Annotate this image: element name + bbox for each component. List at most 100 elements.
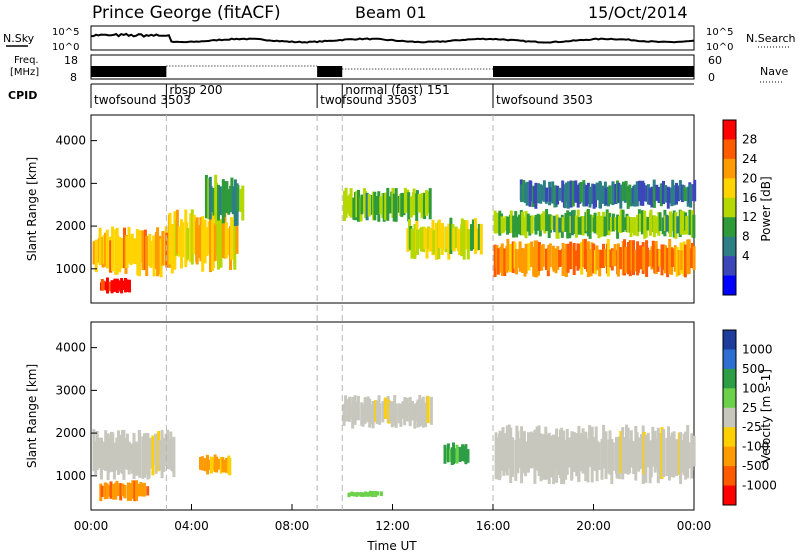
power-data-cell-5-20 [441,223,444,250]
power-data-cell-7-1 [496,212,500,234]
velocity-data-cell-5-45 [575,433,579,477]
power-data-cell-8-80 [662,180,665,205]
power-data-cell-8-34 [579,182,583,203]
power-data-cell-7-38 [561,217,565,232]
power-data-cell-6-102 [677,250,681,276]
power-data-cell-8-39 [588,186,592,208]
velocity-data-cell-5-98 [670,432,674,478]
velocity-data-cell-1-25 [142,482,146,497]
power-data-cell-2-12 [189,213,193,263]
velocity-data-cell-5-27 [541,434,545,480]
velocity-panel: 1000 2000 3000 4000 [55,321,696,511]
velocity-data-cell-5-88 [651,426,655,467]
power-data-cell-2-1 [168,212,172,265]
power-data-cell-2-8 [181,222,185,258]
power-cbar-swatch-3 [723,178,736,199]
power-data-cell-7-40 [566,210,570,239]
power-data-cell-6-57 [595,245,599,271]
nsky-label: N.Sky [3,32,35,45]
power-cbar-swatch-1 [723,139,736,160]
power-data-cell-8-31 [574,180,578,203]
power-data-cell-8-10 [537,183,540,204]
power-panel: 1000 2000 3000 4000 [55,114,697,304]
power-data-cell-8-1 [520,184,524,203]
power-data-cell-2-28 [217,209,220,270]
velocity-data-cell-5-43 [570,431,574,480]
velocity-data-cell-3-47 [426,396,430,424]
power-data-cell-8-69 [642,182,646,202]
velocity-data-cell-5-6 [503,433,507,472]
power-data-cell-4-37 [409,196,413,218]
nsearch-tick-low: 10^0 [706,42,733,53]
power-data-cell-6-2 [496,248,500,275]
power-data-cell-6-101 [675,247,679,277]
velocity-data-cell-5-52 [586,438,590,483]
velocity-colorbar-label: Velocity [m s-1] [759,369,773,463]
power-data-cell-3-20 [241,185,245,221]
velocity-data-cell-6-10 [366,492,370,497]
power-yticks-label-2: 3000 [55,176,86,190]
velocity-cbar-swatch-5 [723,427,736,448]
velocity-data-cell-3-16 [371,400,375,429]
power-data-cell-7-17 [524,210,528,239]
power-data-cell-8-36 [582,183,586,207]
power-data-cell-0-16 [120,238,124,269]
power-data-cell-2-19 [201,216,205,272]
power-data-cell-4-25 [388,196,392,214]
power-data-cell-7-45 [574,215,578,238]
power-data-cell-7-18 [526,213,530,232]
power-data-cell-8-55 [617,182,621,203]
power-data-cell-8-15 [545,187,549,202]
power-data-cell-6-44 [572,243,576,275]
power-data-cell-7-79 [636,214,640,237]
velocity-data-cell-0-24 [135,441,139,476]
velocity-data-cell-5-75 [628,438,632,474]
power-data-cell-7-53 [588,214,592,239]
power-data-cell-6-92 [658,249,662,267]
velocity-data-cell-4-6 [453,448,457,463]
power-data-cell-4-46 [425,190,428,216]
power-data-cell-7-9 [509,210,513,233]
power-data-cell-8-61 [628,184,632,207]
power-data-cell-8-81 [664,185,668,203]
velocity-data-cell-3-32 [401,401,405,419]
power-data-cell-6-54 [590,242,594,272]
power-data-cell-4-18 [375,196,379,215]
velocity-data-cell-0-3 [98,437,101,469]
power-data-cell-7-28 [543,216,547,234]
power-data-cell-1-16 [128,279,131,293]
velocity-data-cell-3-31 [399,403,403,427]
power-data-cell-6-52 [586,241,590,278]
power-data-cell-3-15 [231,186,235,215]
velocity-data-cell-5-60 [602,424,606,469]
power-data-cell-7-65 [610,217,613,232]
power-data-cell-6-19 [527,243,531,271]
power-data-cell-4-42 [417,194,421,213]
velocity-data-cell-5-65 [610,438,614,485]
power-data-cell-7-13 [518,214,521,235]
power-data-cell-8-71 [646,184,650,205]
power-colorbar: 28 24 20 16 12 8 4 [722,119,757,296]
power-data-cell-4-1 [344,187,348,218]
power-data-cell-6-74 [626,242,630,275]
power-data-cell-2-11 [186,227,190,260]
power-data-cell-8-92 [683,187,687,201]
power-data-cell-4-4 [349,188,353,218]
power-data-cell-6-97 [668,239,672,275]
velocity-data-cell-5-40 [565,428,569,475]
power-data-cell-6-41 [566,243,570,273]
dashed-time-markers [165,115,494,510]
power-data-cell-6-80 [636,248,640,273]
power-data-cell-8-17 [548,187,552,202]
velocity-cbar-tick-6: -500 [742,459,769,473]
velocity-data-cell-5-79 [635,432,639,470]
power-data-cell-7-5 [502,217,506,233]
power-data-cell-7-82 [640,210,644,235]
power-data-cell-6-27 [541,244,545,267]
power-data-cell-6-60 [602,243,605,268]
velocity-data-cell-5-29 [545,434,549,479]
power-data-cell-7-10 [512,215,516,238]
velocity-data-cell-5-85 [646,432,650,468]
power-data-cell-7-76 [629,217,633,237]
velocity-data-cell-1-4 [105,483,109,499]
